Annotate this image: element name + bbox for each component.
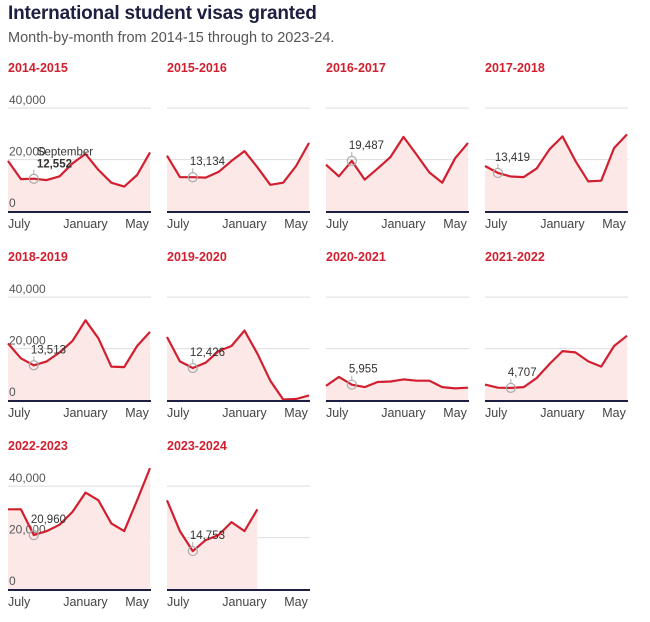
x-tick-label: May bbox=[125, 595, 149, 609]
x-tick-label: January bbox=[63, 217, 108, 231]
annotation-value: 13,419 bbox=[495, 152, 530, 164]
x-tick-label: January bbox=[222, 406, 267, 420]
x-tick-label: January bbox=[222, 595, 267, 609]
annotation-value: 5,955 bbox=[349, 364, 378, 376]
x-tick-label: July bbox=[326, 406, 349, 420]
y-tick-label: 0 bbox=[9, 196, 16, 210]
panel-title: 2015-2016 bbox=[167, 61, 227, 75]
annotation-value: 20,960 bbox=[31, 514, 66, 526]
x-tick-label: July bbox=[167, 217, 190, 231]
x-tick-label: July bbox=[8, 406, 31, 420]
x-tick-label: July bbox=[8, 595, 31, 609]
series-area bbox=[167, 330, 309, 400]
series-area bbox=[167, 500, 258, 589]
x-tick-label: May bbox=[284, 217, 308, 231]
panel-title: 2018-2019 bbox=[8, 250, 68, 264]
x-tick-label: July bbox=[485, 217, 508, 231]
x-tick-label: January bbox=[63, 406, 108, 420]
series-area bbox=[8, 152, 150, 211]
annotation-label: September bbox=[37, 147, 93, 159]
series-line bbox=[484, 133, 628, 183]
panel-title: 2023-2024 bbox=[167, 439, 227, 453]
x-tick-label: July bbox=[167, 595, 190, 609]
series-line bbox=[7, 319, 151, 369]
panel-title: 2021-2022 bbox=[485, 250, 545, 264]
series-area bbox=[326, 136, 468, 211]
series-line bbox=[166, 142, 310, 186]
y-tick-label: 40,000 bbox=[9, 282, 46, 296]
x-tick-label: July bbox=[167, 406, 190, 420]
annotation-value: 12,426 bbox=[190, 347, 225, 359]
series-line bbox=[484, 334, 628, 389]
x-tick-label: January bbox=[381, 406, 426, 420]
x-tick-label: July bbox=[326, 217, 349, 231]
annotation-value: 13,134 bbox=[190, 156, 226, 168]
panel-title: 2014-2015 bbox=[8, 61, 68, 75]
x-tick-label: January bbox=[540, 217, 585, 231]
annotation-value: 12,552 bbox=[37, 159, 72, 171]
panel-title: 2019-2020 bbox=[167, 250, 227, 264]
y-tick-label: 20,000 bbox=[9, 145, 46, 159]
y-tick-label: 0 bbox=[9, 385, 16, 399]
annotation-value: 19,487 bbox=[349, 140, 384, 152]
series-line bbox=[325, 135, 469, 184]
panel-title: 2020-2021 bbox=[326, 250, 386, 264]
chart-subtitle: Month-by-month from 2014-15 through to 2… bbox=[8, 30, 335, 46]
series-area bbox=[167, 142, 309, 211]
x-tick-label: January bbox=[222, 217, 267, 231]
panel-title: 2022-2023 bbox=[8, 439, 68, 453]
series-area bbox=[8, 468, 150, 589]
series-line bbox=[7, 151, 151, 188]
x-tick-label: January bbox=[63, 595, 108, 609]
x-tick-label: May bbox=[284, 406, 308, 420]
x-tick-label: January bbox=[381, 217, 426, 231]
x-tick-label: May bbox=[602, 406, 626, 420]
x-tick-label: January bbox=[540, 406, 585, 420]
x-tick-label: July bbox=[8, 217, 31, 231]
series-line bbox=[325, 375, 469, 390]
panel-title: 2017-2018 bbox=[485, 61, 545, 75]
series-area bbox=[485, 134, 627, 211]
annotation-value: 14,753 bbox=[190, 530, 225, 542]
y-tick-label: 20,000 bbox=[9, 334, 46, 348]
x-tick-label: May bbox=[125, 406, 149, 420]
series-line bbox=[166, 329, 310, 401]
x-tick-label: May bbox=[284, 595, 308, 609]
x-tick-label: May bbox=[443, 406, 467, 420]
x-tick-label: May bbox=[602, 217, 626, 231]
series-area bbox=[485, 335, 627, 400]
x-tick-label: May bbox=[125, 217, 149, 231]
y-tick-label: 40,000 bbox=[9, 93, 46, 107]
chart-title: International student visas granted bbox=[8, 3, 317, 24]
series-area bbox=[8, 320, 150, 400]
series-line bbox=[165, 499, 259, 553]
y-tick-label: 40,000 bbox=[9, 471, 46, 485]
x-tick-label: July bbox=[485, 406, 508, 420]
annotation-value: 4,707 bbox=[508, 367, 537, 379]
y-tick-label: 0 bbox=[9, 574, 16, 588]
annotation-value: 13,513 bbox=[31, 344, 66, 356]
panel-title: 2016-2017 bbox=[326, 61, 386, 75]
x-tick-label: May bbox=[443, 217, 467, 231]
